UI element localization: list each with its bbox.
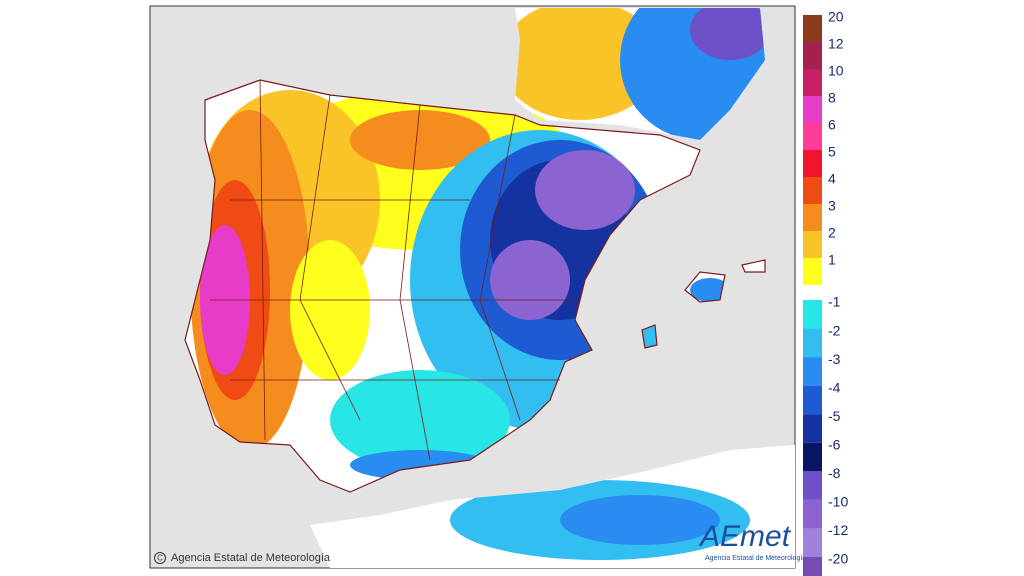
- legend-label: 4: [828, 171, 836, 187]
- legend-label: 5: [828, 144, 836, 160]
- legend-swatch: [803, 328, 822, 358]
- legend-label: 8: [828, 90, 836, 106]
- legend-label: -2: [828, 322, 841, 338]
- copyright-icon: [154, 552, 166, 564]
- legend-label: 1: [828, 252, 836, 268]
- legend-swatch: [803, 258, 822, 285]
- legend-swatch: [803, 528, 822, 557]
- credit: Agencia Estatal de Meteorología: [171, 552, 331, 564]
- legend-swatch: [803, 557, 822, 576]
- legend-label: -1: [828, 294, 841, 310]
- copyright-c: C: [157, 554, 163, 563]
- logo-subtitle: Agencia Estatal de Meteorología: [705, 555, 806, 562]
- legend-swatch: [803, 150, 822, 177]
- legend-swatch: [803, 357, 822, 386]
- legend-label: -6: [828, 436, 841, 452]
- legend-label: -20: [828, 551, 848, 567]
- legend-label: 10: [828, 63, 844, 79]
- legend-swatch: [803, 414, 822, 443]
- borders: [184, 79, 766, 493]
- legend-swatch: [803, 442, 822, 472]
- legend-label: 12: [828, 36, 844, 52]
- legend-swatch: [803, 204, 822, 231]
- legend-label: -3: [828, 351, 841, 367]
- legend-swatch: [803, 385, 822, 415]
- legend-swatch: [803, 15, 822, 42]
- legend-swatch: [803, 69, 822, 96]
- legend-label: -10: [828, 494, 848, 510]
- legend-swatch: [803, 42, 822, 69]
- legend-label: -4: [828, 379, 841, 395]
- legend-label: 20: [828, 9, 844, 25]
- legend-swatch: [803, 300, 822, 329]
- legend-swatch: [803, 123, 822, 150]
- legend-label: -5: [828, 408, 841, 424]
- legend-label: 3: [828, 198, 836, 214]
- legend-swatch: [803, 96, 822, 123]
- legend-label: -12: [828, 522, 848, 538]
- legend-swatch: [803, 177, 822, 204]
- legend-swatch: [803, 231, 822, 258]
- legend-swatch: [803, 499, 822, 529]
- logo-name: AEmet: [698, 520, 792, 553]
- province-borders: [210, 79, 580, 461]
- legend-label: -8: [828, 465, 841, 481]
- legend-swatch: [803, 471, 822, 500]
- legend-label: 6: [828, 117, 836, 133]
- map: C Agencia Estatal de Meteorología AEmet …: [149, 5, 806, 569]
- legend-label: 2: [828, 225, 836, 241]
- legend: 20 12 10 8 6 5 4 3 2 1 -1 -2 -3 -4 -5 -6 -8 -10 -12 -20: [803, 9, 848, 576]
